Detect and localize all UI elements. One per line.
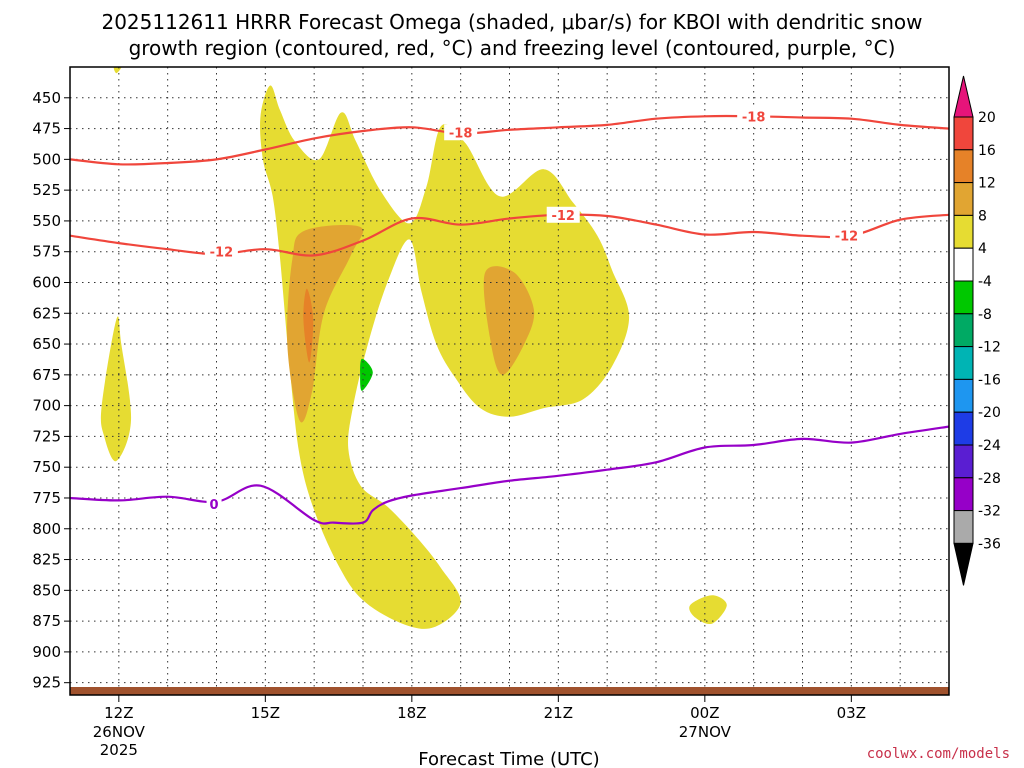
y-tick-label: 850	[32, 581, 61, 599]
colorbar-swatch	[953, 116, 974, 151]
colorbar-swatch	[953, 477, 974, 512]
omega-region-5	[483, 266, 535, 375]
x-tick-label: 15Z	[251, 704, 280, 722]
colorbar-label: -8	[978, 307, 992, 323]
contour-label-bg	[204, 243, 238, 260]
grid-lines	[70, 67, 949, 695]
x-tick-date: 26NOV	[93, 723, 146, 741]
colorbar-label: -20	[978, 405, 1001, 421]
colorbar-label: -16	[978, 372, 1001, 388]
contour-label-bg	[206, 496, 222, 513]
contour-label: -18	[449, 126, 473, 141]
colorbar-bottom-arrow	[953, 542, 974, 586]
colorbar-swatch	[953, 182, 974, 216]
contour-label: -12	[551, 209, 575, 224]
x-tick-label: 00Z	[690, 704, 719, 722]
y-tick-label: 475	[32, 120, 61, 138]
contour-lines: -18 -18 -12 -12 -12 0	[70, 108, 949, 525]
omega-shading	[100, 67, 727, 629]
x-tick-year: 2025	[100, 741, 138, 759]
omega-region-2	[100, 316, 132, 462]
contour-label-bg	[444, 124, 478, 141]
contour-label-bg	[737, 108, 771, 125]
contour-label-bg	[546, 206, 580, 223]
colorbar-label: 20	[978, 110, 996, 126]
colorbar-label: -36	[978, 536, 1001, 552]
y-tick-label: 550	[32, 212, 61, 230]
colorbar-top-arrow	[953, 75, 974, 118]
title-line-2: growth region (contoured, red, °C) and f…	[129, 36, 896, 60]
colorbar-swatch	[953, 444, 974, 479]
contour-label-bg	[829, 227, 863, 244]
colorbar-label: 16	[978, 143, 996, 159]
y-tick-label: 500	[32, 150, 61, 168]
colorbar-label: 12	[978, 176, 996, 192]
y-axis: 450 475 500 525 550 575 600 625 650 675 700 725 750 7…	[32, 89, 70, 692]
y-tick-label: 900	[32, 643, 61, 661]
y-tick-label: 650	[32, 335, 61, 353]
y-tick-label: 800	[32, 520, 61, 538]
contour-label: -12	[835, 230, 859, 245]
colorbar-label: -24	[978, 438, 1001, 454]
y-tick-label: 875	[32, 612, 61, 630]
colorbar-label: 4	[978, 241, 987, 257]
title-line-1: 2025112611 HRRR Forecast Omega (shaded, …	[101, 10, 922, 34]
y-tick-label: 675	[32, 366, 61, 384]
y-tick-label: 625	[32, 304, 61, 322]
x-tick-date: 27NOV	[679, 723, 732, 741]
contour-label: -18	[742, 110, 766, 125]
omega-colorbar: 20 16 12 8 4 -4 -8 -12 -16 -20 -24 -28 -32 -36	[953, 75, 1001, 586]
colorbar-label: -12	[978, 340, 1001, 356]
colorbar-swatch	[953, 247, 974, 282]
omega-region-4	[287, 224, 364, 423]
y-tick-label: 525	[32, 181, 61, 199]
contour-label: -12	[210, 246, 234, 261]
colorbar-label: 8	[978, 208, 987, 224]
colorbar-label: -32	[978, 504, 1001, 520]
colorbar-swatch	[953, 280, 974, 315]
colorbar-swatch	[953, 346, 974, 380]
colorbar-swatch	[953, 313, 974, 348]
x-tick-label: 03Z	[837, 704, 866, 722]
x-tick-label: 18Z	[397, 704, 426, 722]
y-tick-label: 925	[32, 674, 61, 692]
x-tick-label: 12Z	[104, 704, 133, 722]
y-tick-label: 750	[32, 458, 61, 476]
colorbar-label: -4	[978, 274, 992, 290]
contour-line	[70, 114, 949, 166]
y-tick-label: 575	[32, 243, 61, 261]
colorbar-swatch	[953, 378, 974, 413]
omega-region-7	[360, 358, 373, 391]
y-tick-label: 775	[32, 489, 61, 507]
colorbar-swatch	[953, 149, 974, 184]
x-axis-label: Forecast Time (UTC)	[418, 749, 599, 768]
colorbar-swatch	[953, 214, 974, 249]
colorbar-swatch	[953, 411, 974, 446]
y-tick-label: 600	[32, 273, 61, 291]
contour-line	[70, 425, 949, 525]
plot-area: -18 -18 -12 -12 -12 0	[69, 66, 950, 696]
credit-text: coolwx.com/models	[867, 746, 1010, 762]
x-tick-label: 21Z	[544, 704, 573, 722]
plot-frame	[69, 66, 950, 696]
terrain-strip	[70, 687, 949, 695]
colorbar-label: -28	[978, 471, 1001, 487]
y-tick-label: 825	[32, 551, 61, 569]
y-tick-label: 450	[32, 89, 61, 107]
omega-region-0	[113, 67, 122, 74]
y-tick-label: 725	[32, 427, 61, 445]
omega-region-3	[689, 595, 727, 625]
contour-label: 0	[210, 498, 219, 513]
y-tick-label: 700	[32, 397, 61, 415]
colorbar-swatch	[953, 510, 974, 544]
